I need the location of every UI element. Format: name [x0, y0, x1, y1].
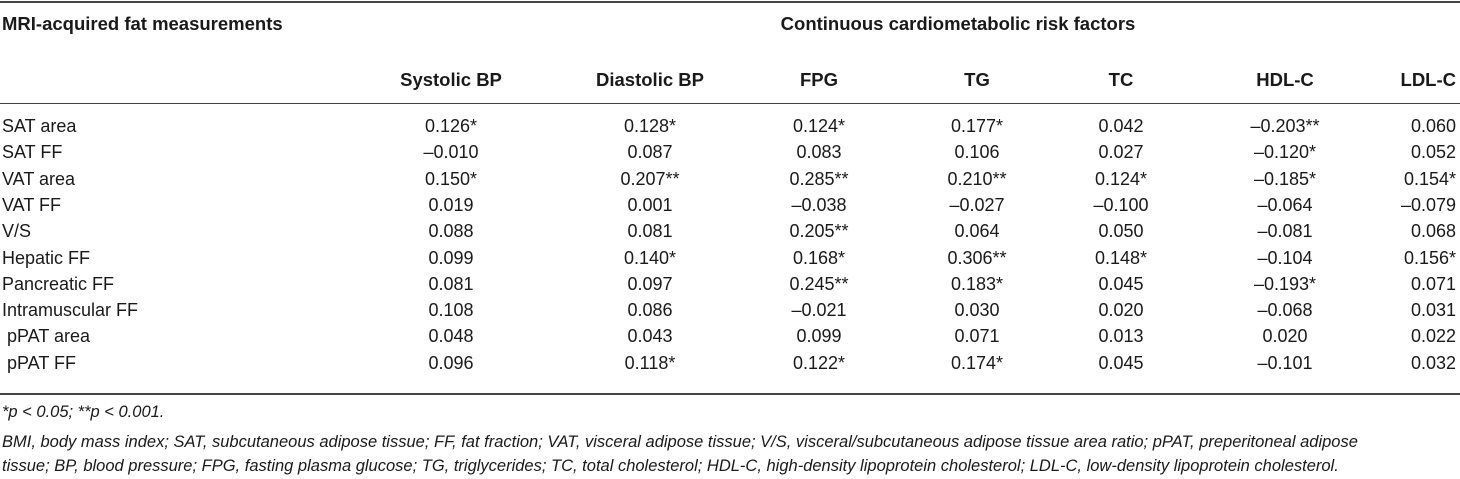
- table-bottom-rule: [0, 393, 1460, 395]
- row-label: SAT area: [2, 116, 77, 136]
- stub-header: MRI-acquired fat measurements: [2, 13, 283, 34]
- row-label: Pancreatic FF: [2, 273, 115, 294]
- cell-tc: 0.050: [1098, 221, 1144, 242]
- header-bottom-rule: [0, 103, 1460, 105]
- cell-hdl-c: –0.101: [1257, 352, 1313, 373]
- row-label: VAT area: [2, 168, 76, 189]
- cell-systolic-bp: 0.096: [428, 352, 474, 373]
- cell-tc: 0.045: [1098, 352, 1144, 373]
- cell-ldl-c: –0.079: [1400, 194, 1456, 215]
- cell-tg: –0.027: [949, 194, 1005, 215]
- cell-tg: 0.174*: [950, 352, 1004, 373]
- cell-tg: 0.210**: [947, 168, 1007, 189]
- cell-fpg: 0.205**: [789, 221, 849, 242]
- cell-systolic-bp: 0.048: [428, 326, 474, 347]
- cell-ldl-c: 0.052: [1410, 142, 1456, 163]
- cell-hdl-c: 0.020: [1262, 326, 1308, 347]
- row-label: pPAT FF: [2, 352, 77, 373]
- cell-systolic-bp: 0.126*: [424, 116, 478, 136]
- cell-tg: 0.306**: [947, 247, 1007, 268]
- cell-hdl-c: –0.120*: [1253, 142, 1317, 163]
- cell-systolic-bp: 0.088: [428, 221, 474, 242]
- cell-tc: 0.020: [1098, 300, 1144, 321]
- column-header-ldl-c: LDL-C: [1400, 69, 1456, 90]
- cell-systolic-bp: 0.108: [428, 300, 474, 321]
- cell-fpg: 0.124*: [792, 116, 846, 136]
- row-label: pPAT area: [2, 326, 91, 347]
- cell-hdl-c: –0.068: [1257, 300, 1313, 321]
- cell-diastolic-bp: 0.207**: [620, 168, 680, 189]
- cell-tg: 0.106: [954, 142, 1000, 163]
- cell-systolic-bp: 0.081: [428, 273, 474, 294]
- row-label: SAT FF: [2, 142, 63, 163]
- cell-hdl-c: –0.203**: [1250, 116, 1320, 136]
- cell-tg: 0.183*: [950, 273, 1004, 294]
- cell-ldl-c: 0.156*: [1403, 247, 1456, 268]
- cell-tc: –0.100: [1093, 194, 1149, 215]
- cell-hdl-c: –0.104: [1257, 247, 1313, 268]
- cell-hdl-c: –0.193*: [1253, 273, 1317, 294]
- column-header-diastolic-bp: Diastolic BP: [596, 69, 704, 90]
- cell-diastolic-bp: 0.128*: [623, 116, 677, 136]
- cell-fpg: 0.122*: [792, 352, 846, 373]
- cell-tc: 0.045: [1098, 273, 1144, 294]
- cell-tc: 0.013: [1098, 326, 1144, 347]
- cell-ldl-c: 0.060: [1410, 116, 1456, 136]
- cell-diastolic-bp: 0.043: [627, 326, 673, 347]
- cell-hdl-c: –0.064: [1257, 194, 1313, 215]
- cell-fpg: 0.245**: [789, 273, 849, 294]
- cell-tc: 0.027: [1098, 142, 1144, 163]
- cell-diastolic-bp: 0.097: [627, 273, 673, 294]
- column-header-tc: TC: [1108, 69, 1134, 90]
- abbreviations-note-line2: tissue; BP, blood pressure; FPG, fasting…: [2, 457, 1339, 475]
- cell-diastolic-bp: 0.001: [627, 194, 673, 215]
- cell-ldl-c: 0.022: [1410, 326, 1456, 347]
- cell-fpg: –0.038: [791, 194, 847, 215]
- cell-ldl-c: 0.154*: [1403, 168, 1456, 189]
- cell-systolic-bp: 0.099: [428, 247, 474, 268]
- cell-fpg: 0.285**: [789, 168, 849, 189]
- cell-ldl-c: 0.068: [1410, 221, 1456, 242]
- cell-tc: 0.148*: [1094, 247, 1148, 268]
- abbreviations-note-line1: BMI, body mass index; SAT, subcutaneous …: [2, 433, 1358, 451]
- cell-systolic-bp: 0.019: [428, 194, 474, 215]
- group-header: Continuous cardiometabolic risk factors: [780, 13, 1136, 34]
- cell-fpg: –0.021: [791, 300, 847, 321]
- cell-ldl-c: 0.032: [1410, 352, 1456, 373]
- column-header-systolic-bp: Systolic BP: [400, 69, 502, 90]
- significance-note: *p < 0.05; **p < 0.001.: [2, 403, 165, 421]
- cell-diastolic-bp: 0.118*: [624, 352, 676, 373]
- cell-tg: 0.064: [954, 221, 1000, 242]
- cell-ldl-c: 0.031: [1410, 300, 1456, 321]
- cell-systolic-bp: 0.150*: [424, 168, 478, 189]
- cell-diastolic-bp: 0.086: [627, 300, 673, 321]
- cell-diastolic-bp: 0.081: [627, 221, 673, 242]
- cell-fpg: 0.168*: [792, 247, 846, 268]
- cell-hdl-c: –0.081: [1257, 221, 1313, 242]
- column-header-fpg: FPG: [799, 69, 839, 90]
- cell-fpg: 0.083: [796, 142, 842, 163]
- cell-tg: 0.030: [954, 300, 1000, 321]
- row-label: V/S: [2, 221, 32, 242]
- cell-tc: 0.042: [1098, 116, 1144, 136]
- row-label: VAT FF: [2, 194, 62, 215]
- row-label: Hepatic FF: [2, 247, 91, 268]
- column-header-tg: TG: [964, 69, 990, 90]
- column-header-hdl-c: HDL-C: [1256, 69, 1314, 90]
- cell-ldl-c: 0.071: [1410, 273, 1456, 294]
- cell-tg: 0.071: [954, 326, 1000, 347]
- cell-fpg: 0.099: [796, 326, 842, 347]
- cell-hdl-c: –0.185*: [1253, 168, 1317, 189]
- cell-diastolic-bp: 0.087: [627, 142, 673, 163]
- cell-diastolic-bp: 0.140*: [623, 247, 677, 268]
- cell-tc: 0.124*: [1094, 168, 1148, 189]
- cell-tg: 0.177*: [950, 116, 1004, 136]
- row-label: Intramuscular FF: [2, 300, 139, 321]
- cell-systolic-bp: –0.010: [423, 142, 479, 163]
- table-top-rule: [0, 1, 1460, 3]
